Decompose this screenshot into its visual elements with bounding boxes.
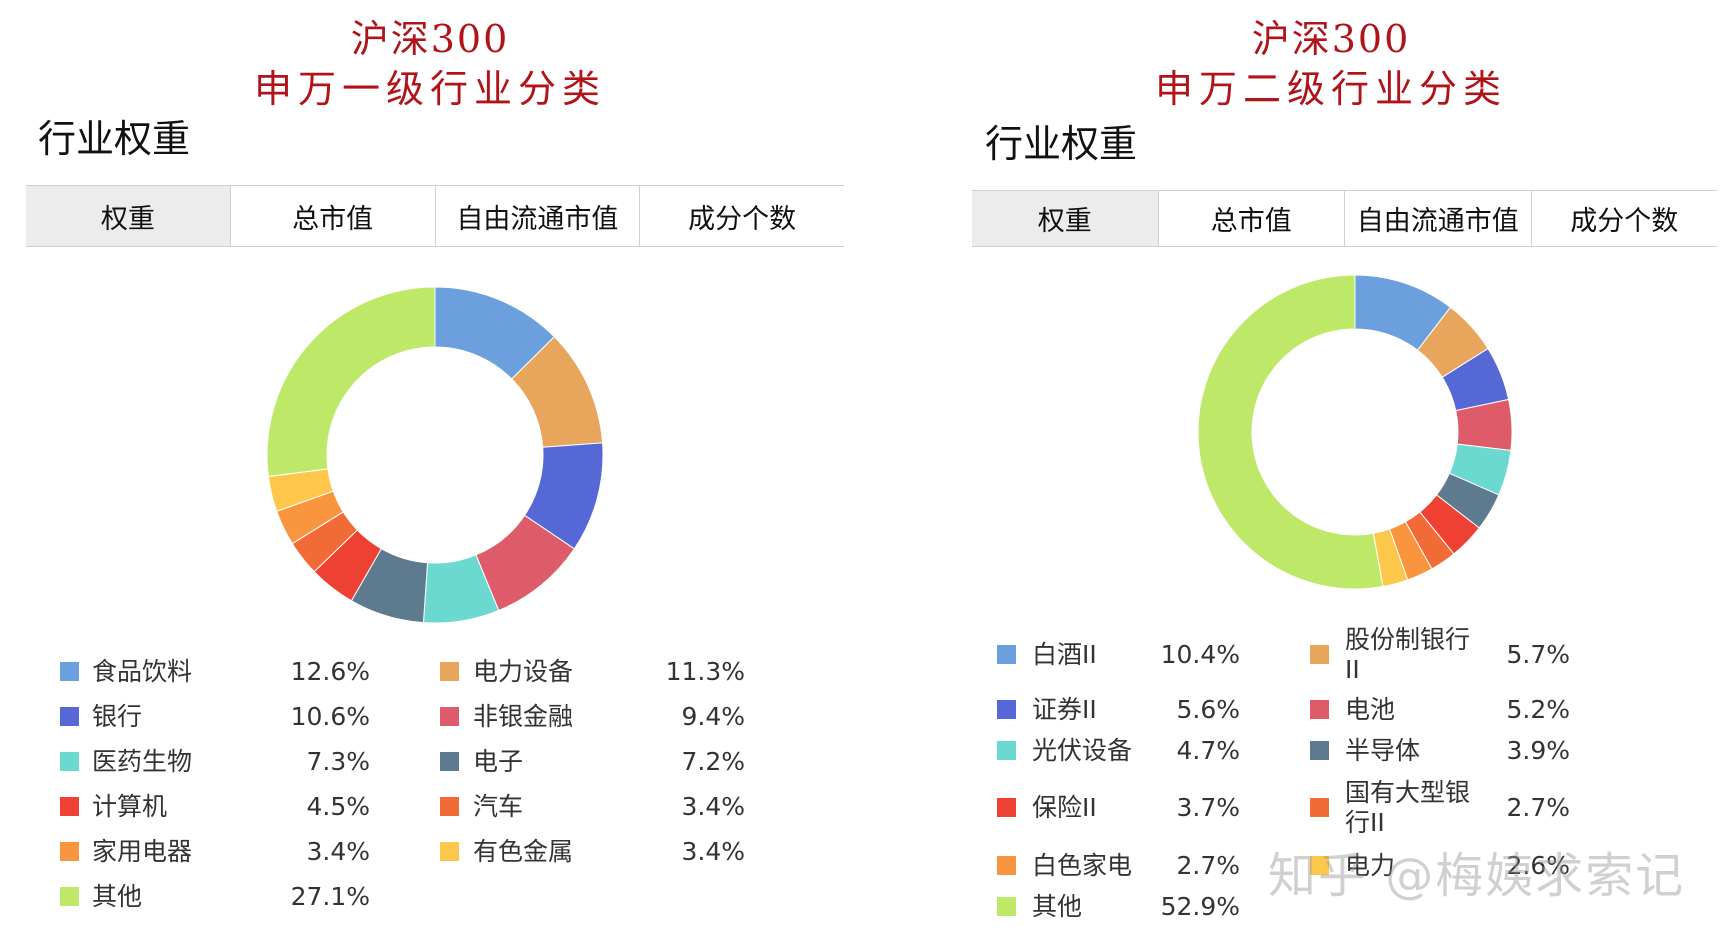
donut-slice[interactable]	[1197, 274, 1384, 590]
tab-free-float-market-cap[interactable]: 自由流通市值	[1345, 191, 1532, 246]
legend-label: 电力设备	[473, 657, 574, 686]
watermark: 知乎 @梅姨求索记	[1268, 848, 1686, 904]
legend-label: 股份制银行II	[1345, 625, 1471, 684]
legend-value: 4.5%	[306, 792, 370, 821]
legend-value: 3.9%	[1506, 736, 1570, 765]
legend-label: 汽车	[473, 792, 524, 821]
legend-swatch	[1310, 798, 1329, 817]
legend-swatch	[1310, 741, 1329, 760]
legend-swatch	[997, 856, 1016, 875]
legend-label: 白色家电	[1032, 851, 1133, 880]
legend-value: 7.2%	[681, 747, 745, 776]
legend-label: 有色金属	[473, 837, 574, 866]
legend-label: 医药生物	[92, 747, 193, 776]
section-label: 行业权重	[985, 122, 1138, 166]
legend-value: 4.7%	[1176, 736, 1240, 765]
legend-value: 52.9%	[1160, 892, 1240, 921]
legend-value: 11.3%	[665, 657, 745, 686]
legend-label: 电池	[1345, 695, 1396, 724]
legend-value: 10.6%	[290, 702, 370, 731]
left-panel: 沪深300 申万一级行业分类 行业权重 权重 总市值 自由流通市值 成分个数 食…	[0, 0, 860, 933]
tab-constituent-count[interactable]: 成分个数	[688, 203, 797, 235]
legend-value: 9.4%	[681, 702, 745, 731]
legend-label: 国有大型银行II	[1345, 778, 1471, 837]
legend-label: 食品饮料	[92, 657, 193, 686]
legend-swatch	[440, 707, 459, 726]
legend-swatch	[60, 887, 79, 906]
legend-swatch	[440, 797, 459, 816]
legend-swatch	[1310, 856, 1329, 875]
legend-swatch	[1310, 700, 1329, 719]
legend-value: 5.2%	[1506, 695, 1570, 724]
legend-value: 2.7%	[1506, 793, 1570, 822]
donut-slice[interactable]	[266, 286, 436, 478]
donut-chart	[266, 286, 604, 624]
legend-label: 证券II	[1032, 695, 1097, 724]
legend-value: 27.1%	[290, 882, 370, 911]
legend-label: 非银金融	[473, 702, 574, 731]
legend-swatch	[1310, 645, 1329, 664]
legend-value: 3.4%	[306, 837, 370, 866]
legend-swatch	[60, 707, 79, 726]
legend-swatch	[440, 752, 459, 771]
title-line-2: 申万一级行业分类	[253, 67, 606, 111]
legend-value: 3.4%	[681, 792, 745, 821]
legend-label: 家用电器	[92, 837, 193, 866]
legend-swatch	[60, 662, 79, 681]
legend-value: 5.6%	[1176, 695, 1240, 724]
legend-swatch	[60, 752, 79, 771]
legend-label: 半导体	[1345, 736, 1421, 765]
legend-label: 保险II	[1032, 793, 1097, 822]
tab-total-market-cap[interactable]: 总市值	[1159, 191, 1345, 246]
title-line-1: 沪深300	[1251, 17, 1411, 61]
legend-swatch	[997, 700, 1016, 719]
tab-constituent-count[interactable]: 成分个数	[1570, 206, 1679, 237]
legend-value: 2.6%	[1506, 851, 1570, 880]
tab-free-float-market-cap[interactable]: 自由流通市值	[436, 186, 641, 246]
legend-label: 其他	[1032, 892, 1083, 921]
title-line-2: 申万二级行业分类	[1154, 67, 1507, 111]
legend-value: 3.7%	[1176, 793, 1240, 822]
legend-swatch	[440, 662, 459, 681]
chart-title: 沪深300 申万一级行业分类	[0, 14, 860, 114]
legend-swatch	[997, 897, 1016, 916]
legend-value: 5.7%	[1506, 640, 1570, 669]
donut-chart	[1197, 274, 1513, 590]
legend-swatch	[997, 645, 1016, 664]
legend-label: 其他	[92, 882, 143, 911]
legend-swatch	[60, 797, 79, 816]
tab-weight[interactable]: 权重	[26, 186, 231, 246]
legend-swatch	[997, 741, 1016, 760]
section-label: 行业权重	[38, 117, 191, 161]
legend-label: 白酒II	[1032, 640, 1097, 669]
tab-total-market-cap[interactable]: 总市值	[231, 186, 436, 246]
tab-bar: 权重 总市值 自由流通市值 成分个数	[972, 190, 1717, 247]
legend-value: 10.4%	[1160, 640, 1240, 669]
legend-swatch	[997, 798, 1016, 817]
legend-value: 7.3%	[306, 747, 370, 776]
legend-label: 电力	[1345, 851, 1396, 880]
legend-label: 计算机	[92, 792, 168, 821]
legend-label: 光伏设备	[1032, 736, 1133, 765]
legend-label: 电子	[473, 747, 524, 776]
chart-title: 沪深300 申万二级行业分类	[940, 14, 1722, 114]
tab-weight[interactable]: 权重	[972, 191, 1159, 246]
legend-value: 2.7%	[1176, 851, 1240, 880]
legend-swatch	[440, 842, 459, 861]
legend-value: 12.6%	[290, 657, 370, 686]
title-line-1: 沪深300	[350, 17, 510, 61]
right-panel: 沪深300 申万二级行业分类 行业权重 权重 总市值 自由流通市值 成分个数 白…	[940, 0, 1722, 933]
legend-value: 3.4%	[681, 837, 745, 866]
legend-label: 银行	[92, 702, 143, 731]
tab-bar: 权重 总市值 自由流通市值 成分个数	[26, 185, 844, 247]
legend-swatch	[60, 842, 79, 861]
